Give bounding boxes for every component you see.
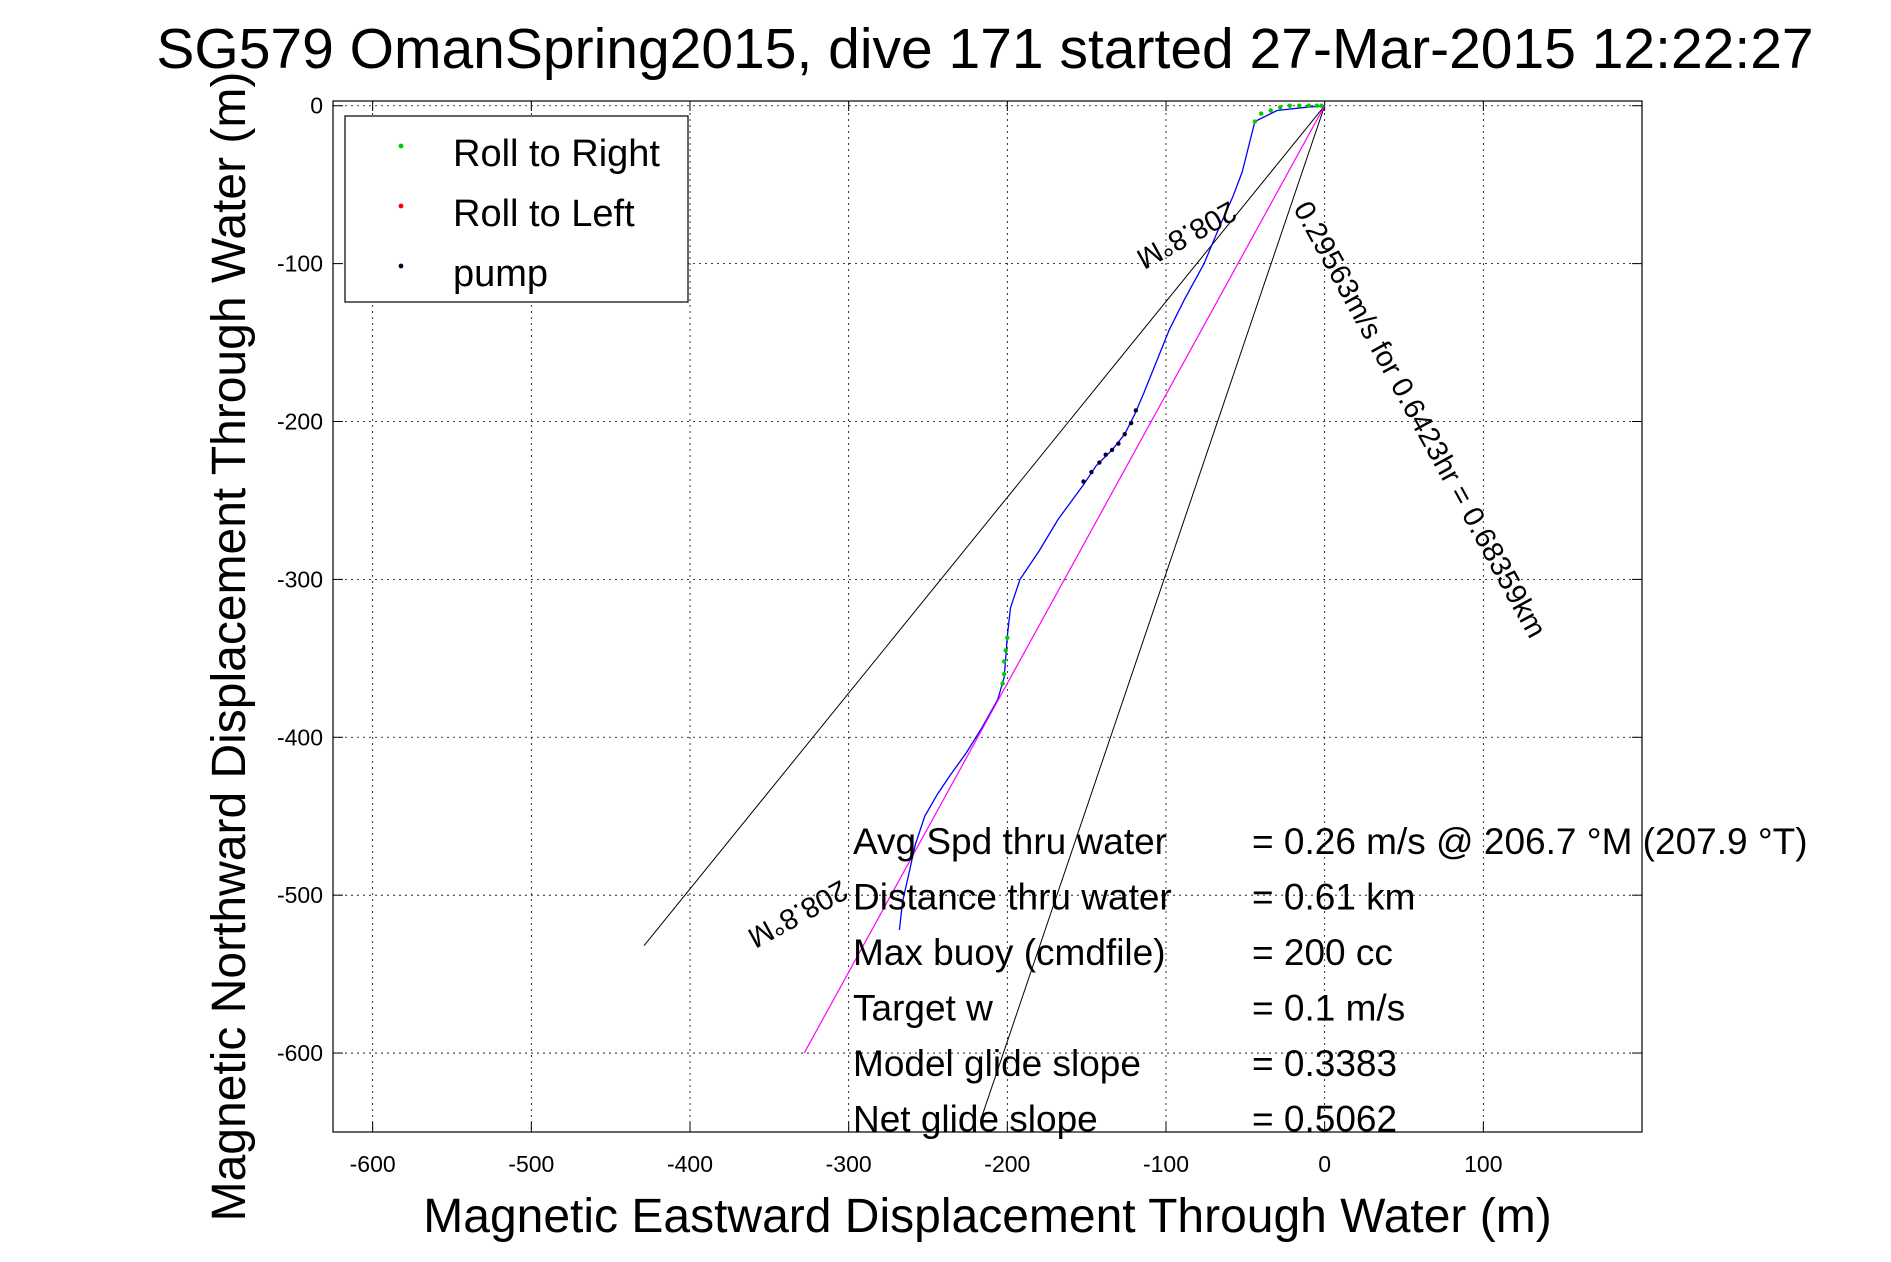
stat-value: = 0.1 m/s	[1252, 988, 1405, 1029]
x-tick-label: -500	[508, 1151, 554, 1177]
x-tick-label: -400	[667, 1151, 713, 1177]
x-tick-label: -100	[1143, 1151, 1189, 1177]
legend-marker	[398, 203, 404, 209]
data-point	[1314, 103, 1319, 108]
x-tick-label: 100	[1464, 1151, 1502, 1177]
chart-title: SG579 OmanSpring2015, dive 171 started 2…	[156, 17, 1813, 81]
x-tick-label: -300	[826, 1151, 872, 1177]
data-point	[1097, 460, 1102, 465]
legend: Roll to Right Roll to Left pump	[344, 115, 689, 303]
legend-label: Roll to Left	[453, 193, 635, 235]
grid	[333, 101, 1642, 1132]
legend-marker	[398, 263, 404, 269]
y-tick-label: 0	[310, 93, 323, 119]
stat-label: Net glide slope	[853, 1099, 1098, 1140]
series-pump	[1081, 408, 1139, 484]
data-point	[1003, 648, 1008, 653]
y-tick-label: -600	[277, 1040, 323, 1066]
data-point	[1089, 469, 1094, 475]
stat-value: = 200 cc	[1252, 932, 1393, 973]
stat-label: Max buoy (cmdfile)	[853, 932, 1166, 973]
data-point	[1001, 671, 1007, 677]
stat-label: Avg Spd thru water	[853, 821, 1167, 862]
data-point	[1000, 681, 1005, 686]
legend-label: pump	[453, 253, 548, 295]
data-point	[1297, 103, 1302, 108]
y-tick-label: -300	[277, 566, 323, 592]
data-point	[1103, 452, 1108, 457]
x-axis-label: Magnetic Eastward Displacement Through W…	[423, 1190, 1551, 1243]
data-point	[1319, 103, 1324, 108]
data-point	[1259, 111, 1264, 116]
stat-value: = 0.26 m/s @ 206.7 °M (207.9 °T)	[1252, 821, 1808, 862]
y-tick-label: -500	[277, 882, 323, 908]
stat-value: = 0.61 km	[1252, 877, 1416, 918]
x-tick-label: 0	[1318, 1151, 1331, 1177]
data-point	[1001, 659, 1007, 664]
x-tick-label: -600	[350, 1151, 396, 1177]
legend-marker	[398, 143, 404, 149]
y-tick-label: -100	[277, 251, 323, 277]
legend-label: Roll to Right	[453, 133, 660, 175]
data-point	[1116, 441, 1121, 446]
y-tick-label: -200	[277, 409, 323, 435]
data-point	[1278, 105, 1283, 110]
heading-line	[803, 105, 1326, 1054]
data-point	[1133, 408, 1139, 413]
series-roll-to-right	[1000, 103, 1324, 686]
data-point	[1252, 119, 1258, 124]
series-track	[898, 105, 1325, 930]
legend-items: Roll to Right Roll to Left pump	[398, 133, 660, 295]
y-axis-label: Magnetic Northward Displacement Through …	[203, 72, 256, 1222]
x-tick-label: -200	[984, 1151, 1030, 1177]
data-point	[1128, 420, 1134, 426]
stat-value: = 0.5062	[1252, 1099, 1397, 1140]
y-tick-label: -400	[277, 724, 323, 750]
data-point	[1109, 447, 1115, 453]
axis-ticks: -600 -500 -400 -300 -200 -100 0 100 0 -100 -200 -30…	[277, 93, 1642, 1177]
stat-label: Model glide slope	[853, 1043, 1141, 1084]
data-point	[1287, 103, 1292, 108]
bound-line	[981, 105, 1326, 1117]
data-point	[1122, 431, 1127, 437]
stat-label: Target w	[853, 988, 993, 1029]
stat-value: = 0.3383	[1252, 1043, 1397, 1084]
series-layer	[803, 103, 1326, 1054]
stat-label: Distance thru water	[853, 877, 1172, 918]
data-point	[1306, 103, 1312, 108]
data-point	[1268, 108, 1273, 113]
data-point	[1081, 479, 1086, 484]
series-heading-line	[803, 105, 1326, 1054]
data-point	[1005, 635, 1010, 641]
stats-block: Avg Spd thru water = 0.26 m/s @ 206.7 °M …	[853, 821, 1808, 1140]
track-line	[898, 105, 1325, 930]
